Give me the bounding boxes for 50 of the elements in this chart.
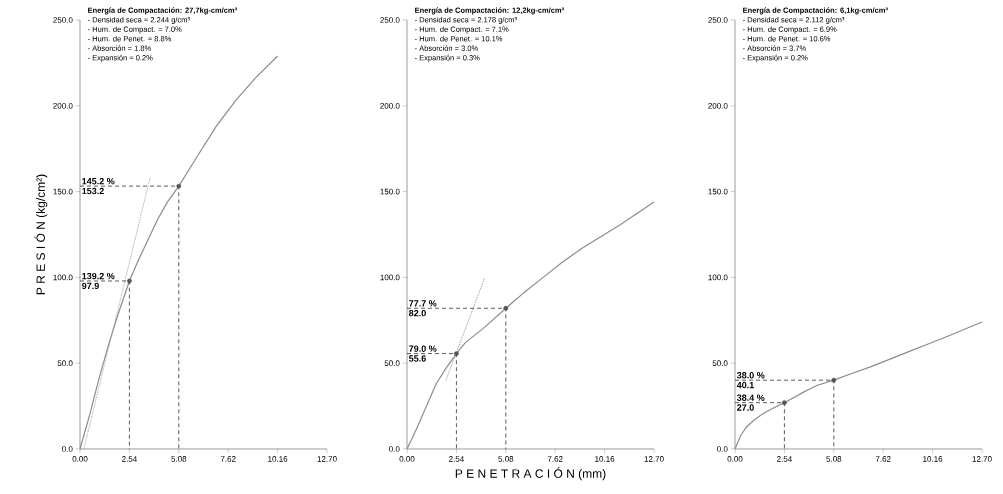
x-tick-label: 0.00 (727, 456, 743, 462)
x-tick-label: 12.70 (972, 456, 992, 462)
x-tick-label: 7.62 (875, 456, 891, 462)
x-tick-label: 2.54 (122, 456, 137, 462)
annotation: 27.0 (737, 404, 754, 411)
x-tick-label: 5.08 (171, 456, 187, 462)
y-tick-label: 100.0 (380, 274, 400, 281)
y-tick-label: 200.0 (380, 102, 400, 109)
x-axis-title: P E N E T R A C I Ó N (mm) (455, 467, 606, 481)
y-tick-label: 50.0 (384, 360, 400, 367)
x-tick-label: 2.54 (777, 456, 792, 462)
x-tick-label: 0.00 (72, 456, 88, 462)
x-tick-label: 2.54 (449, 456, 464, 462)
annotation: 38.4 % (736, 394, 765, 401)
y-tick-label: 100.0 (708, 274, 728, 281)
y-tick-label: 50.0 (57, 360, 73, 367)
y-tick-label: 200.0 (53, 102, 73, 109)
annotation: 153.2 (82, 187, 104, 195)
x-tick-label: 10.16 (595, 456, 615, 462)
x-tick-label: 7.62 (220, 456, 236, 462)
y-tick-label: 150.0 (380, 188, 400, 195)
y-tick-label: 50.0 (712, 360, 728, 367)
annotation: 55.6 (408, 355, 426, 362)
annotation: 79.0 % (409, 345, 437, 352)
x-tick-label: 12.70 (644, 456, 664, 462)
y-tick-label: 150.0 (53, 188, 73, 195)
annotation: 38.0 % (736, 372, 765, 379)
x-tick-label: 7.62 (547, 456, 563, 462)
y-tick-label: 250.0 (708, 17, 728, 23)
y-tick-label: 0.0 (717, 446, 728, 452)
x-tick-label: 12.70 (317, 456, 337, 462)
x-tick-label: 5.08 (498, 456, 514, 462)
annotation: 82.0 (408, 309, 426, 317)
y-tick-label: 0.0 (389, 446, 400, 452)
y-tick-label: 100.0 (53, 274, 73, 281)
x-tick-label: 0.00 (399, 456, 415, 462)
y-tick-label: 250.0 (53, 17, 73, 23)
y-tick-label: 250.0 (380, 17, 400, 23)
annotation: 139.2 % (82, 272, 115, 280)
y-tick-label: 150.0 (708, 188, 728, 195)
y-tick-label: 0.0 (62, 446, 73, 452)
x-tick-label: 10.16 (923, 456, 943, 462)
y-axis-title: P R E S I Ó N (kg/cm²) (34, 174, 48, 295)
annotation: 145.2 % (82, 178, 115, 185)
annotation: 97.9 (82, 282, 99, 290)
annotation: 77.7 % (409, 300, 437, 307)
x-tick-label: 10.16 (268, 456, 288, 462)
annotation: 40.1 (736, 381, 754, 389)
x-tick-label: 5.08 (826, 456, 842, 462)
y-tick-label: 200.0 (708, 102, 728, 109)
